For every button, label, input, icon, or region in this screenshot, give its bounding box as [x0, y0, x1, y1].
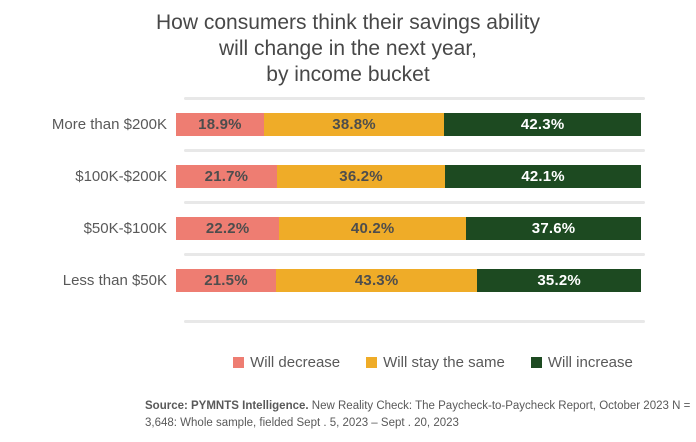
category-label: More than $200K	[51, 116, 167, 133]
category-label: $100K-$200K	[75, 168, 167, 185]
legend: Will decrease Will stay the same Will in…	[170, 354, 696, 371]
legend-label: Will decrease	[250, 354, 341, 371]
segment-value-label: 40.2%	[350, 220, 395, 237]
segment-value-label: 38.8%	[332, 116, 376, 133]
legend-swatch-icon	[366, 357, 378, 368]
segment-value-label: 43.3%	[354, 272, 399, 289]
grid-line	[184, 149, 645, 152]
segment-value-label: 42.1%	[521, 168, 565, 185]
stacked-bar: 22.2% 40.2% 37.6%	[176, 217, 641, 240]
segment-value-label: 21.7%	[204, 168, 249, 185]
segment-value-label: 37.6%	[531, 220, 576, 237]
segment-increase: 37.6%	[466, 217, 641, 240]
grid-line	[184, 97, 645, 100]
bar-row: Less than $50K 21.5% 43.3% 35.2%	[0, 256, 696, 305]
chart-title: How consumers think their savings abilit…	[156, 11, 540, 86]
legend-label: Will increase	[547, 354, 633, 371]
bar-row: More than $200K 18.9% 38.8% 42.3%	[0, 100, 696, 149]
segment-increase: 42.1%	[445, 165, 641, 188]
segment-value-label: 21.5%	[204, 272, 248, 289]
plot-area: More than $200K 18.9% 38.8% 42.3% $100K-…	[0, 97, 696, 323]
source-label: Source: PYMNTS Intelligence.	[145, 400, 309, 412]
category-label: Less than $50K	[62, 272, 167, 289]
segment-decrease: 18.9%	[176, 113, 264, 136]
segment-stay-same: 43.3%	[275, 269, 478, 292]
segment-value-label: 36.2%	[339, 168, 383, 185]
category-label: $50K-$100K	[83, 220, 167, 237]
stacked-bar: 21.7% 36.2% 42.1%	[176, 165, 641, 188]
bar-row: $100K-$200K 21.7% 36.2% 42.1%	[0, 152, 696, 201]
source-note: Source: PYMNTS Intelligence. New Reality…	[145, 398, 693, 432]
segment-value-label: 22.2%	[205, 220, 250, 237]
segment-value-label: 35.2%	[537, 272, 581, 289]
legend-swatch-icon	[233, 357, 245, 368]
segment-increase: 42.3%	[444, 113, 641, 136]
segment-value-label: 18.9%	[198, 116, 242, 133]
segment-decrease: 21.5%	[176, 269, 276, 292]
segment-stay-same: 40.2%	[279, 217, 467, 240]
bar-row: $50K-$100K 22.2% 40.2% 37.6%	[0, 204, 696, 253]
segment-stay-same: 36.2%	[276, 165, 446, 188]
legend-item: Will decrease	[233, 354, 340, 371]
source-text: New Reality Check: The Paycheck-to-Paych…	[145, 400, 691, 429]
legend-item: Will stay the same	[366, 354, 505, 371]
grid-line	[184, 201, 645, 204]
legend-item: Will increase	[530, 354, 633, 371]
grid-line	[184, 320, 645, 323]
segment-decrease: 22.2%	[176, 217, 280, 240]
grid-line	[184, 253, 645, 256]
stacked-bar: 18.9% 38.8% 42.3%	[176, 113, 641, 136]
segment-value-label: 42.3%	[520, 116, 565, 133]
segment-increase: 35.2%	[477, 269, 641, 292]
stacked-bar: 21.5% 43.3% 35.2%	[176, 269, 641, 292]
segment-stay-same: 38.8%	[263, 113, 445, 136]
plot-spacer	[0, 305, 696, 320]
legend-swatch-icon	[530, 357, 542, 368]
legend-label: Will stay the same	[383, 354, 505, 371]
segment-decrease: 21.7%	[176, 165, 277, 188]
